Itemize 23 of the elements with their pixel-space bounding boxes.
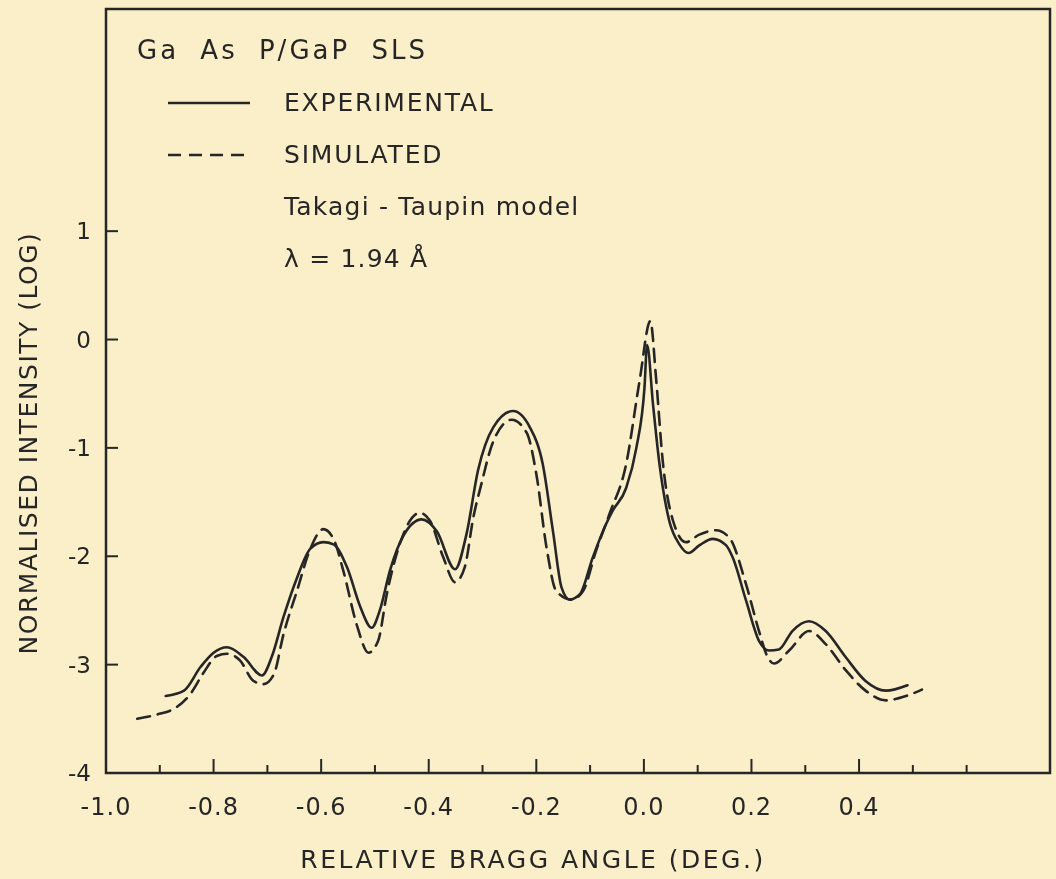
y-tick-label: -3: [68, 651, 91, 678]
line-series: [135, 319, 924, 721]
annotation: Takagi - Taupin model: [283, 192, 580, 221]
x-tick-label: -0.6: [295, 793, 347, 821]
y-axis-title: NORMALISED INTENSITY (LOG): [14, 231, 43, 655]
x-tick-label: -1.0: [80, 793, 132, 821]
x-tick-label: -0.2: [510, 793, 562, 821]
x-tick-label: 0.0: [623, 793, 665, 821]
y-tick-label: -1: [68, 434, 91, 461]
text: Ga As P/GaP SLS: [137, 35, 428, 65]
y-tick-label: -4: [68, 760, 91, 786]
legend-label: SIMULATED: [284, 140, 444, 169]
line-series: [164, 343, 909, 698]
legend-label: EXPERIMENTAL: [284, 88, 495, 117]
x-tick-label: 0.2: [730, 793, 773, 821]
x-tick-label: -0.4: [403, 793, 455, 821]
y-tick-label: -2: [68, 543, 91, 570]
x-axis-title: RELATIVE BRAGG ANGLE (DEG.): [300, 845, 766, 874]
y-tick-label: 0: [76, 326, 91, 353]
annotation: λ = 1.94 Å: [284, 244, 429, 273]
x-tick-label: -0.8: [188, 793, 239, 821]
y-tick-label: 1: [76, 218, 91, 245]
x-tick-label: 0.4: [838, 793, 880, 821]
